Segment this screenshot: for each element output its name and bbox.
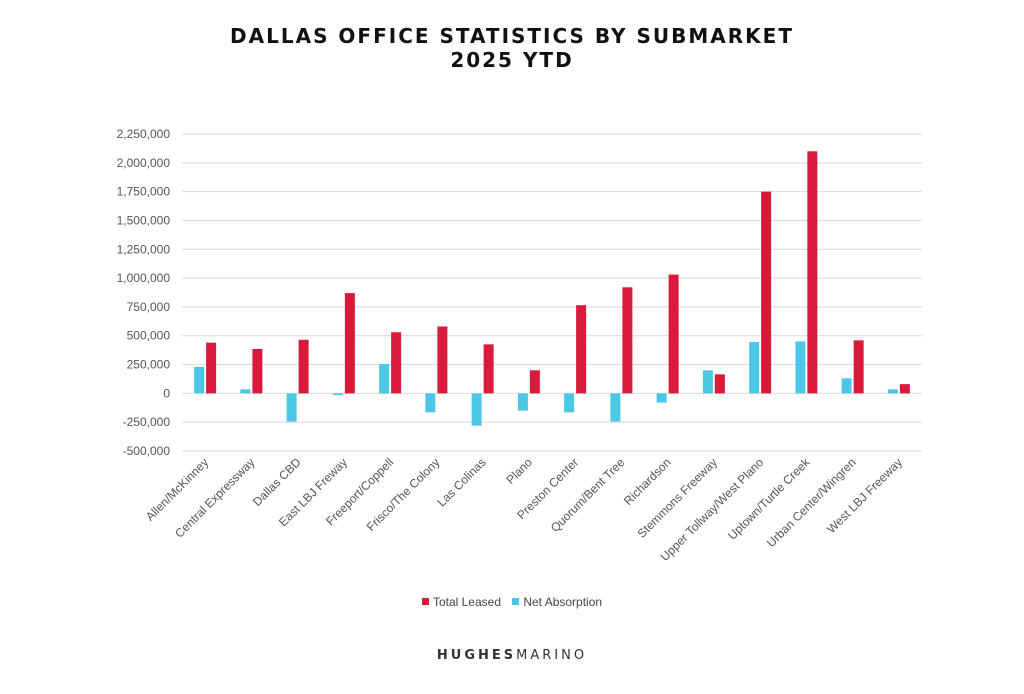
brand-logo-bold: HUGHES xyxy=(436,648,517,663)
legend-label-net-absorption: Net Absorption xyxy=(523,594,603,609)
bar-total-leased xyxy=(437,326,448,394)
x-tick-label: Las Colinas xyxy=(435,455,489,509)
bar-total-leased xyxy=(807,151,818,394)
y-tick-label: -500,000 xyxy=(123,444,171,458)
y-tick-label: 2,000,000 xyxy=(117,156,171,170)
bar-total-leased xyxy=(761,191,772,394)
chart-title-line-2: 2025 YTD xyxy=(450,48,574,72)
x-tick-label: Urban Center/Wingren xyxy=(764,455,859,550)
chart-title-line-1: DALLAS OFFICE STATISTICS BY SUBMARKET xyxy=(230,24,794,48)
bar-net-absorption xyxy=(841,378,852,394)
brand-logo: HUGHESMARINO xyxy=(0,648,1024,663)
y-tick-label: 1,250,000 xyxy=(117,242,171,256)
y-tick-label: 2,250,000 xyxy=(117,127,171,141)
bar-total-leased xyxy=(344,293,355,394)
bar-net-absorption xyxy=(194,366,205,394)
bar-total-leased xyxy=(391,332,402,394)
legend-label-total-leased: Total Leased xyxy=(432,594,501,609)
bar-net-absorption xyxy=(332,393,343,396)
bar-net-absorption xyxy=(887,389,898,394)
x-tick-label: Stemmons Freeway xyxy=(635,455,720,540)
legend-swatch-total-leased xyxy=(421,598,429,605)
bar-total-leased xyxy=(298,339,309,394)
bar-total-leased xyxy=(576,305,587,394)
bar-total-leased xyxy=(714,374,725,394)
y-tick-label: 500,000 xyxy=(127,329,171,343)
bar-net-absorption xyxy=(564,393,575,413)
bar-net-absorption xyxy=(425,393,436,413)
bar-total-leased xyxy=(622,287,633,394)
bar-net-absorption xyxy=(517,393,528,411)
y-tick-label: 0 xyxy=(163,386,170,400)
x-tick-label: Uptown/Turtle Creek xyxy=(725,455,813,543)
legend-item-total-leased: Total Leased xyxy=(421,594,501,609)
y-tick-label: 750,000 xyxy=(127,300,171,314)
bar-total-leased xyxy=(206,342,217,394)
bar-total-leased xyxy=(252,348,263,394)
x-tick-label: Plano xyxy=(503,455,535,487)
bar-total-leased xyxy=(668,274,679,394)
y-tick-label: -250,000 xyxy=(123,415,171,429)
legend-item-net-absorption: Net Absorption xyxy=(512,595,602,609)
bar-total-leased xyxy=(853,340,864,394)
brand-logo-light: MARINO xyxy=(516,648,588,663)
bar-net-absorption xyxy=(702,370,713,394)
y-tick-label: 1,750,000 xyxy=(117,185,171,199)
bar-net-absorption xyxy=(610,393,621,422)
bar-net-absorption xyxy=(795,341,806,394)
bar-total-leased xyxy=(483,344,494,394)
y-tick-label: 1,500,000 xyxy=(117,213,171,227)
y-tick-label: 250,000 xyxy=(127,358,171,372)
bar-total-leased xyxy=(899,384,910,394)
bar-net-absorption xyxy=(379,363,390,394)
bar-net-absorption xyxy=(656,393,667,403)
x-tick-label: Central Expressway xyxy=(172,455,257,540)
bar-net-absorption xyxy=(749,342,760,394)
bar-total-leased xyxy=(529,370,540,394)
legend-swatch-net-absorption xyxy=(512,598,520,605)
bar-net-absorption xyxy=(286,393,297,422)
bar-net-absorption xyxy=(471,393,482,426)
bar-net-absorption xyxy=(240,389,251,394)
y-tick-label: 1,000,000 xyxy=(117,271,171,285)
chart-legend: Total Leased Net Absorption xyxy=(0,594,1024,609)
